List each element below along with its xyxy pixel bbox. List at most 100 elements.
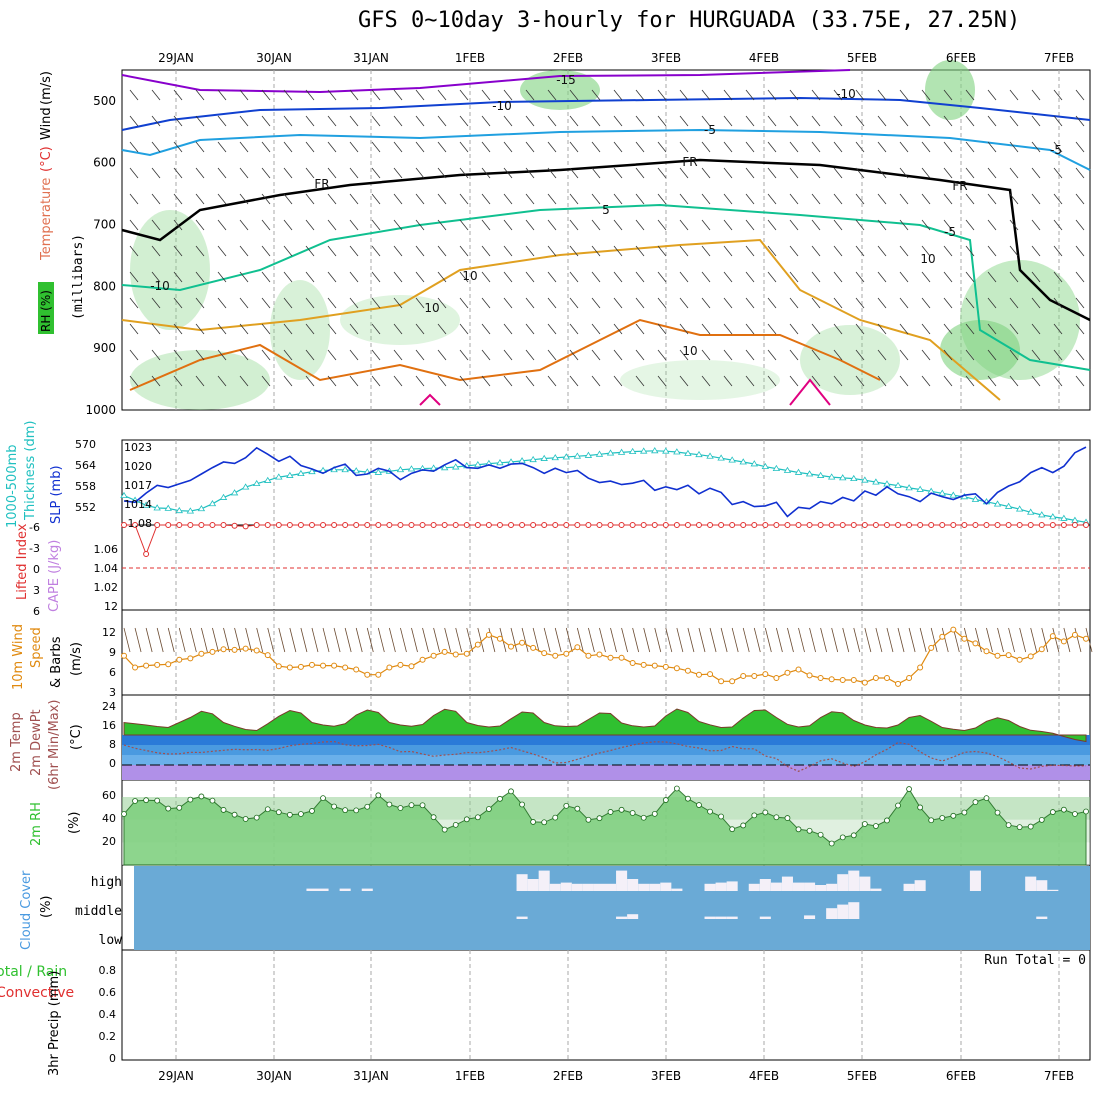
wind10-speed-line-point: [419, 656, 426, 663]
wind-barb: [745, 89, 755, 101]
wind-barb: [987, 167, 997, 179]
wind10-barb: [930, 627, 938, 653]
wind-barb: [811, 245, 821, 257]
wind-barb: [481, 141, 491, 153]
wind-barb: [129, 323, 139, 335]
wind-barb: [283, 89, 293, 101]
wind10-speed-line-point: [1071, 631, 1078, 638]
lifted-index-line-point: [983, 522, 990, 528]
thickness-line-point: [584, 451, 593, 458]
wind-barb: [591, 115, 601, 127]
wind-barb: [613, 245, 623, 257]
wind-barb: [767, 245, 777, 257]
contour-minus10: [121, 96, 1091, 131]
lifted-index-line-point: [485, 522, 492, 528]
cloud-high-bar: [516, 874, 528, 891]
wind-barb: [525, 323, 535, 335]
lifted-index-line-point: [939, 522, 946, 528]
wind10-speed-line-point: [209, 648, 216, 655]
x-tick-bottom-7FEB: 7FEB: [1044, 1069, 1074, 1083]
upper-ytick-900: 900: [93, 341, 116, 355]
wind-barb: [283, 271, 293, 283]
rh-2m-point: [309, 808, 315, 814]
wind10-speed-line-point: [397, 661, 404, 668]
li-ytick-left--6: -6: [29, 521, 40, 534]
li-ytick-left--3: -3: [29, 542, 40, 555]
wind10-barb: [731, 627, 739, 653]
wind-barb: [503, 323, 513, 335]
rh-2m-point: [154, 797, 161, 804]
x-tick-top-5FEB: 5FEB: [847, 51, 877, 65]
thickness-line-point: [916, 485, 924, 492]
wind10-barb: [554, 627, 562, 653]
wind-barb: [393, 115, 403, 127]
thickness-line-point: [850, 474, 858, 482]
cloud-label-2: (%): [39, 896, 54, 919]
lifted-index-line-point: [1027, 522, 1034, 528]
cloud-high-bar: [859, 876, 871, 891]
wind-barb: [437, 89, 447, 101]
chart-title: GFS 0~10day 3-hourly for HURGUADA (33.75…: [358, 8, 1021, 33]
wind-barb: [899, 297, 909, 309]
wind10-speed-line-point: [596, 651, 603, 658]
wind10-speed-line-point: [198, 650, 205, 657]
wind-barb: [371, 245, 381, 257]
wind-barb: [767, 193, 777, 205]
wind-barb: [701, 323, 711, 335]
wind10-speed-line: [123, 628, 1087, 685]
rh-2m-point: [640, 814, 647, 821]
wind10-speed-line-point: [375, 671, 382, 678]
precip-run-total: Run Total = 0: [984, 953, 1086, 968]
wind-barb: [503, 89, 513, 101]
wind-barb: [833, 115, 843, 127]
rh-2m-point: [629, 810, 636, 816]
wind-barb: [943, 193, 953, 205]
wind-barb: [877, 375, 887, 387]
lifted-index-line-point: [850, 522, 857, 528]
wind10-speed-line-point: [574, 644, 581, 651]
rh-2m-point: [419, 802, 426, 809]
wind-barb: [877, 167, 887, 179]
wind-barb: [833, 349, 843, 361]
thickness-line-point: [794, 468, 803, 475]
thickness-line-point: [1015, 505, 1024, 512]
wind-barb: [657, 167, 667, 179]
wind10-barb: [245, 627, 253, 653]
wind-barb: [547, 167, 557, 179]
precip-ytick-0: 0: [109, 1052, 116, 1065]
wind10-barb: [632, 627, 640, 653]
thickness-line-point: [540, 454, 548, 461]
wind-barb: [349, 271, 359, 283]
lifted-index-line-point: [1083, 522, 1089, 528]
wind-barb: [1053, 89, 1063, 101]
wind-barb: [327, 349, 337, 361]
wind-barb: [987, 375, 997, 387]
rh-2m-point: [729, 826, 736, 833]
wind-barb: [1075, 193, 1085, 205]
wind-barb: [349, 375, 359, 387]
wind-barb: [437, 271, 447, 283]
wind-barb: [921, 375, 931, 387]
wind-barb: [129, 115, 139, 127]
wind-barb: [459, 115, 469, 127]
wind-barb: [547, 297, 557, 309]
wind-barb: [679, 115, 689, 127]
thickness-line-point: [905, 484, 913, 491]
wind-barb: [1053, 245, 1063, 257]
wind-barb: [151, 349, 161, 361]
wind-barb: [305, 89, 315, 101]
thickness-line-point: [440, 464, 449, 471]
cloud-high-bar: [582, 883, 594, 891]
thickness-line-point: [1049, 513, 1057, 520]
rh-2m-point: [928, 817, 935, 824]
wind-barb: [635, 115, 645, 127]
wind10-barb: [322, 627, 330, 653]
lifted-index-line-point: [740, 522, 747, 528]
rh-2m-point: [165, 805, 172, 812]
wind-barb: [877, 219, 887, 231]
wind-barb: [261, 193, 271, 205]
wind-barb: [899, 245, 909, 257]
wind-barb: [195, 271, 205, 283]
wind10-barb: [355, 627, 363, 653]
wind-barb: [129, 193, 139, 205]
